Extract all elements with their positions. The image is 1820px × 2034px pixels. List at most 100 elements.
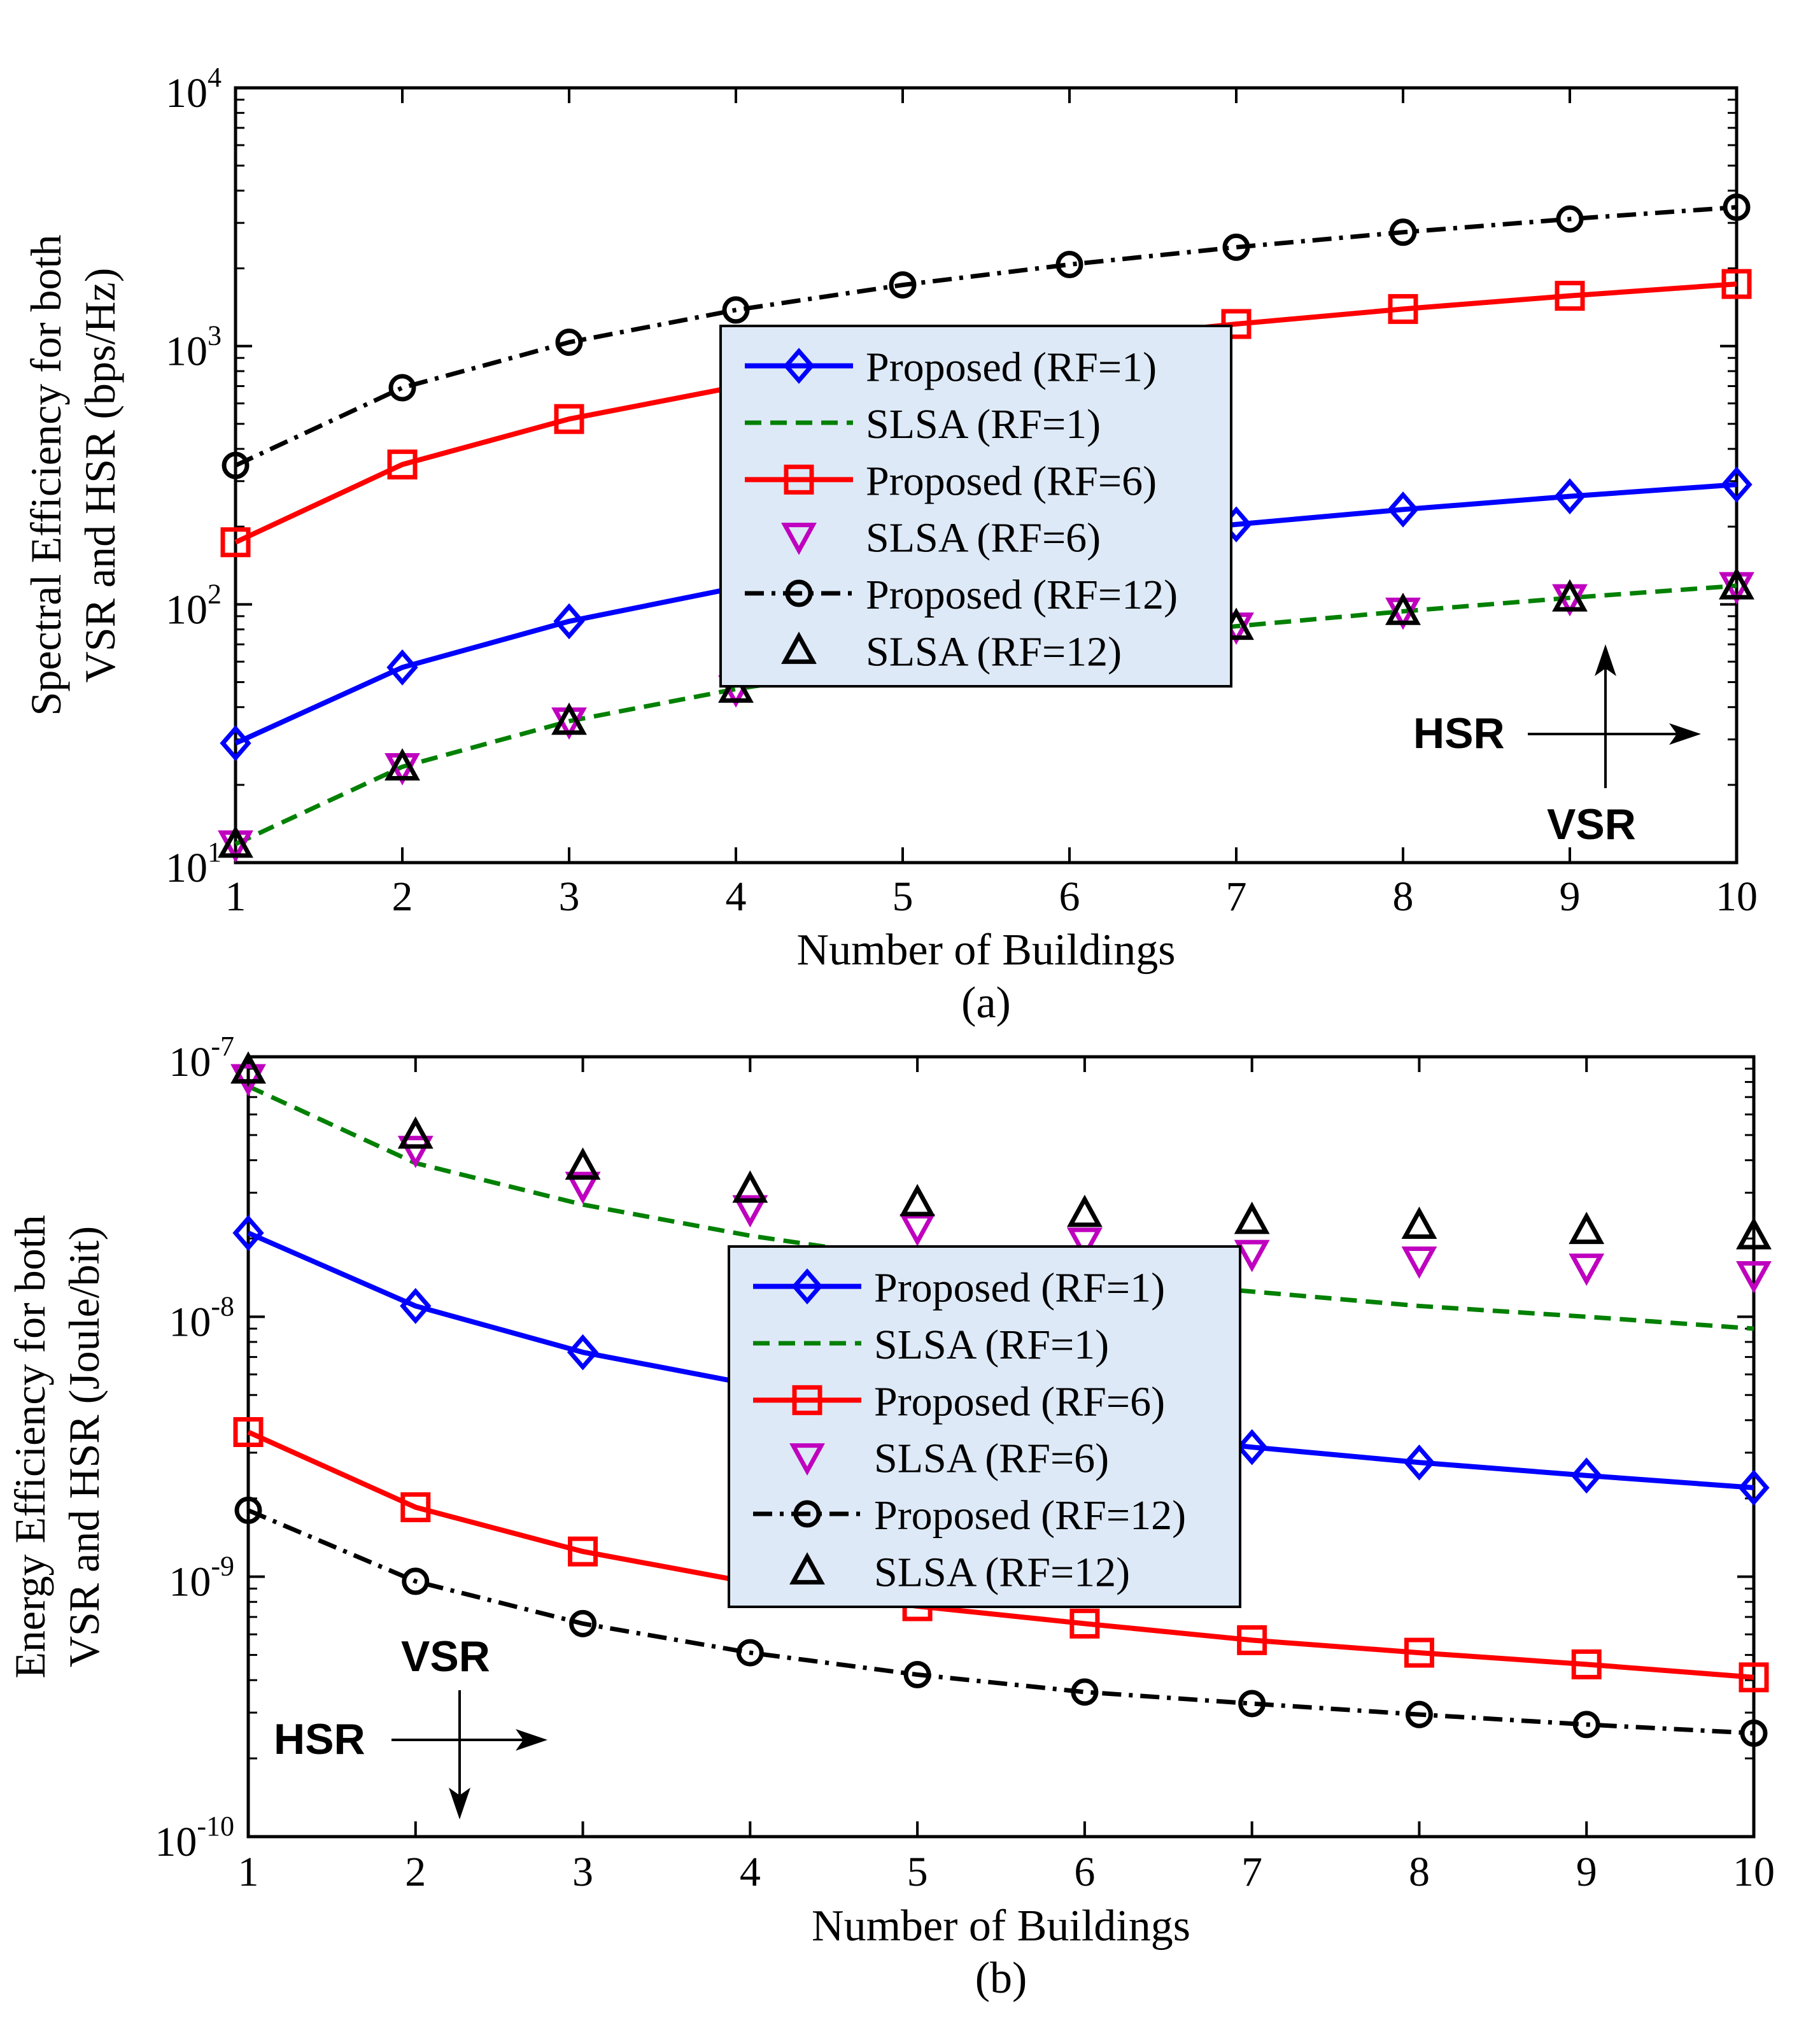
data-point-marker bbox=[1055, 250, 1083, 278]
data-point-marker bbox=[1554, 478, 1586, 514]
data-point-marker bbox=[569, 1609, 597, 1637]
y-tick-exponent: -10 bbox=[197, 1811, 234, 1842]
legend-marker-sample bbox=[784, 464, 814, 495]
series-proposed-rf-12 bbox=[234, 1496, 1768, 1748]
x-tick-label: 1 bbox=[238, 1849, 259, 1895]
x-axis-label: Number of Buildings bbox=[797, 926, 1176, 975]
legend-label: Proposed (RF=6) bbox=[866, 458, 1157, 504]
data-point-marker bbox=[1404, 1637, 1434, 1668]
data-point-marker bbox=[1740, 1720, 1768, 1748]
series-slsa-rf-6 bbox=[230, 1064, 1772, 1294]
data-point-marker bbox=[1572, 1711, 1600, 1739]
data-point-marker bbox=[384, 748, 420, 780]
data-point-marker bbox=[1736, 1261, 1772, 1294]
y-tick-exponent: 3 bbox=[208, 320, 222, 351]
series-line bbox=[247, 1508, 1754, 1736]
data-point-marker bbox=[1387, 491, 1419, 528]
x-tick-label: 3 bbox=[559, 873, 580, 920]
data-point-marker bbox=[1569, 1211, 1605, 1245]
x-tick-label: 2 bbox=[392, 873, 413, 920]
y-tick-base: 10 bbox=[166, 70, 208, 117]
data-point-marker bbox=[1238, 1690, 1266, 1718]
data-point-marker bbox=[565, 1147, 601, 1180]
panel-caption: (b) bbox=[975, 1954, 1027, 2003]
y-axis-label: Spectral Efficiency for both bbox=[22, 235, 70, 716]
legend-entry: SLSA (RF=12) bbox=[789, 1549, 1130, 1595]
data-point-marker bbox=[220, 725, 251, 761]
legend-label: SLSA (RF=1) bbox=[874, 1322, 1109, 1368]
legend-entry: SLSA (RF=6) bbox=[789, 1436, 1109, 1482]
panel-caption: (a) bbox=[961, 978, 1011, 1028]
data-point-marker bbox=[232, 1215, 264, 1252]
data-point-marker bbox=[400, 1492, 431, 1523]
y-tick-label: 102 bbox=[166, 578, 222, 633]
data-point-marker bbox=[1721, 269, 1752, 299]
vsr-label: VSR bbox=[401, 1632, 490, 1681]
x-tick-label: 10 bbox=[1716, 873, 1758, 920]
y-axis-label: VSR and HSR (bps/Hz) bbox=[76, 268, 124, 683]
data-point-marker bbox=[1552, 579, 1588, 612]
legend: Proposed (RF=1) SLSA (RF=1) Proposed (RF=6… bbox=[728, 1245, 1241, 1608]
hsr-arrow-head bbox=[516, 1729, 547, 1751]
series-proposed-rf-12 bbox=[222, 193, 1751, 479]
x-tick-label: 5 bbox=[892, 873, 914, 920]
x-tick-label: 9 bbox=[1560, 873, 1581, 920]
series-line bbox=[247, 1429, 1754, 1680]
legend-marker-sample bbox=[789, 1443, 825, 1476]
legend-label: Proposed (RF=12) bbox=[874, 1492, 1186, 1539]
data-point-marker bbox=[1389, 218, 1417, 246]
legend-entry: Proposed (RF=1) bbox=[745, 344, 1157, 391]
legend-label: Proposed (RF=1) bbox=[866, 344, 1157, 391]
data-point-marker bbox=[230, 1051, 266, 1084]
legend-entry: SLSA (RF=1) bbox=[753, 1322, 1109, 1368]
legend-marker-sample bbox=[792, 1385, 822, 1415]
data-point-marker bbox=[230, 1064, 266, 1097]
y-tick-exponent: 2 bbox=[208, 578, 222, 609]
data-point-marker bbox=[1234, 1239, 1270, 1273]
series-line bbox=[234, 205, 1737, 468]
data-point-marker bbox=[718, 670, 754, 703]
y-tick-base: 10 bbox=[169, 1039, 211, 1085]
legend-marker-sample bbox=[781, 523, 817, 555]
vsr-label: VSR bbox=[1547, 800, 1636, 849]
x-tick-label: 4 bbox=[726, 873, 747, 920]
series-slsa-rf-12 bbox=[230, 1051, 1772, 1250]
y-tick-exponent: 1 bbox=[208, 837, 222, 868]
data-point-marker bbox=[1570, 1457, 1602, 1494]
data-point-marker bbox=[1221, 309, 1252, 339]
data-point-marker bbox=[233, 1417, 264, 1448]
data-point-marker bbox=[554, 404, 584, 434]
data-point-marker bbox=[722, 296, 750, 324]
x-tick-label: 5 bbox=[907, 1849, 928, 1895]
data-point-marker bbox=[218, 825, 253, 858]
y-tick-label: 101 bbox=[166, 837, 222, 891]
data-point-marker bbox=[1721, 466, 1753, 503]
direction-annotation: HSR VSR bbox=[274, 1632, 547, 1819]
y-tick-base: 10 bbox=[155, 1819, 197, 1865]
data-point-marker bbox=[732, 1170, 768, 1203]
legend-marker-sample bbox=[791, 1268, 823, 1305]
data-point-marker bbox=[400, 1288, 432, 1324]
data-point-marker bbox=[1388, 293, 1418, 324]
legend-box bbox=[728, 1245, 1241, 1608]
data-point-marker bbox=[387, 449, 418, 480]
legend-entry: SLSA (RF=12) bbox=[781, 628, 1122, 675]
data-point-marker bbox=[567, 1334, 599, 1371]
legend-label: SLSA (RF=12) bbox=[874, 1549, 1130, 1595]
data-point-marker bbox=[568, 1536, 598, 1567]
y-tick-label: 10-8 bbox=[169, 1290, 234, 1345]
y-tick-base: 10 bbox=[166, 328, 208, 375]
data-point-marker bbox=[1723, 193, 1751, 221]
y-tick-exponent: -9 bbox=[211, 1551, 234, 1582]
data-point-marker bbox=[1237, 1625, 1267, 1655]
x-tick-label: 1 bbox=[225, 873, 246, 920]
x-tick-label: 2 bbox=[405, 1849, 426, 1895]
direction-annotation: HSR VSR bbox=[1413, 644, 1701, 849]
hsr-label: HSR bbox=[274, 1715, 365, 1763]
data-point-marker bbox=[1739, 1662, 1769, 1693]
x-tick-label: 3 bbox=[572, 1849, 593, 1895]
data-point-marker bbox=[402, 1567, 430, 1595]
